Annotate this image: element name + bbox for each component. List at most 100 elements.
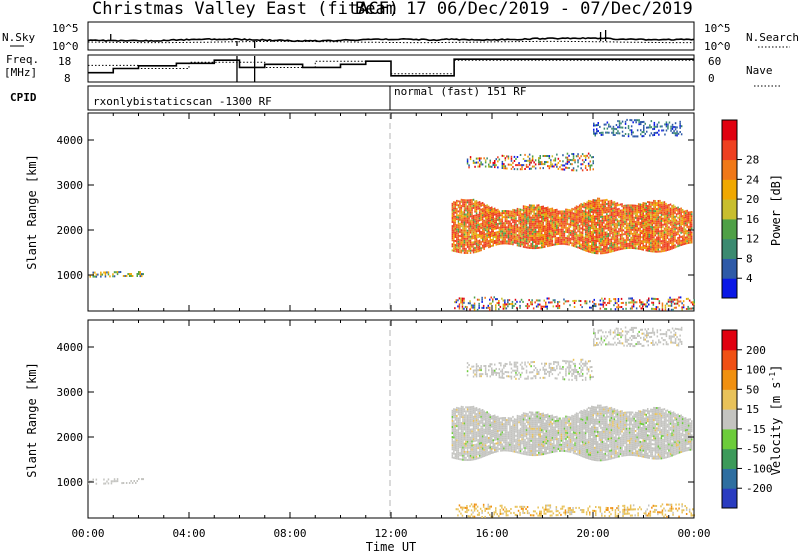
data-cell	[462, 247, 464, 250]
data-cell	[475, 214, 478, 217]
data-cell	[692, 301, 694, 304]
data-cell	[641, 240, 643, 243]
data-cell	[645, 210, 647, 213]
data-cell	[589, 230, 591, 233]
data-cell	[522, 223, 525, 226]
data-cell	[475, 238, 478, 241]
data-cell	[644, 222, 646, 225]
data-cell	[459, 411, 461, 414]
data-cell	[483, 248, 485, 250]
data-cell	[497, 208, 499, 211]
data-cell	[660, 211, 663, 214]
data-cell	[518, 236, 520, 239]
data-cell	[475, 232, 478, 235]
data-cell	[621, 245, 623, 248]
data-cell	[666, 245, 669, 247]
data-cell	[497, 216, 499, 219]
data-cell	[618, 224, 620, 227]
data-cell	[462, 241, 464, 244]
data-cell	[542, 244, 544, 247]
data-cell	[474, 423, 476, 426]
data-cell	[545, 207, 547, 209]
data-cell	[683, 218, 685, 221]
data-cell	[465, 459, 467, 461]
data-cell	[677, 241, 679, 244]
data-cell	[512, 243, 514, 246]
data-cell	[633, 235, 635, 237]
data-cell	[495, 158, 497, 161]
data-cell	[522, 300, 524, 303]
data-cell	[595, 225, 597, 228]
data-cell	[451, 245, 454, 248]
data-cell	[653, 236, 655, 239]
data-cell	[453, 444, 455, 447]
data-cell	[592, 215, 594, 218]
data-cell	[95, 478, 98, 481]
data-cell	[504, 417, 507, 419]
data-cell	[659, 199, 661, 202]
data-cell	[577, 205, 579, 208]
data-cell	[505, 303, 508, 306]
data-cell	[595, 242, 597, 245]
data-cell	[484, 233, 487, 236]
data-cell	[667, 304, 670, 307]
data-cell	[604, 307, 606, 310]
data-cell	[480, 440, 482, 442]
data-cell	[572, 169, 575, 172]
data-cell	[476, 298, 479, 301]
data-cell	[606, 251, 608, 254]
data-cell	[463, 418, 466, 421]
data-cell	[457, 455, 460, 458]
data-cell	[472, 249, 475, 252]
data-cell	[498, 220, 501, 223]
data-cell	[537, 299, 539, 302]
data-cell	[533, 245, 535, 248]
data-cell	[544, 227, 546, 230]
data-cell	[474, 206, 476, 209]
data-cell	[471, 410, 473, 413]
data-cell	[650, 221, 652, 224]
data-cell	[651, 250, 654, 253]
data-cell	[594, 237, 596, 240]
data-cell	[605, 131, 607, 134]
data-cell	[671, 215, 673, 218]
data-cell	[666, 236, 669, 239]
data-cell	[492, 298, 494, 301]
data-cell	[504, 220, 507, 223]
data-cell	[600, 236, 602, 239]
data-cell	[681, 223, 684, 226]
data-cell	[484, 296, 486, 299]
data-cell	[492, 218, 494, 221]
data-cell	[458, 307, 461, 310]
data-cell	[581, 211, 584, 214]
data-cell	[531, 245, 534, 248]
data-cell	[631, 299, 633, 302]
data-cell	[472, 430, 475, 433]
data-cell	[612, 213, 614, 216]
data-cell	[673, 302, 676, 305]
data-cell	[504, 222, 507, 225]
data-cell	[628, 240, 631, 243]
data-cell	[663, 241, 666, 244]
data-cell	[648, 217, 650, 220]
data-cell	[547, 216, 549, 219]
data-cell	[568, 233, 570, 236]
data-cell	[647, 235, 649, 238]
data-cell	[648, 219, 650, 222]
data-cell	[528, 204, 531, 207]
data-cell	[604, 223, 607, 226]
data-cell	[648, 229, 650, 232]
data-cell	[641, 215, 643, 218]
data-cell	[631, 307, 633, 310]
data-cell	[591, 221, 593, 223]
data-cell	[488, 428, 490, 431]
data-cell	[486, 431, 488, 434]
data-cell	[465, 406, 467, 409]
data-cell	[509, 210, 511, 213]
data-cell	[642, 202, 644, 205]
data-cell	[580, 239, 582, 242]
data-cell	[451, 432, 454, 435]
data-cell	[592, 213, 594, 216]
data-cell	[606, 209, 608, 211]
data-cell	[522, 215, 525, 218]
